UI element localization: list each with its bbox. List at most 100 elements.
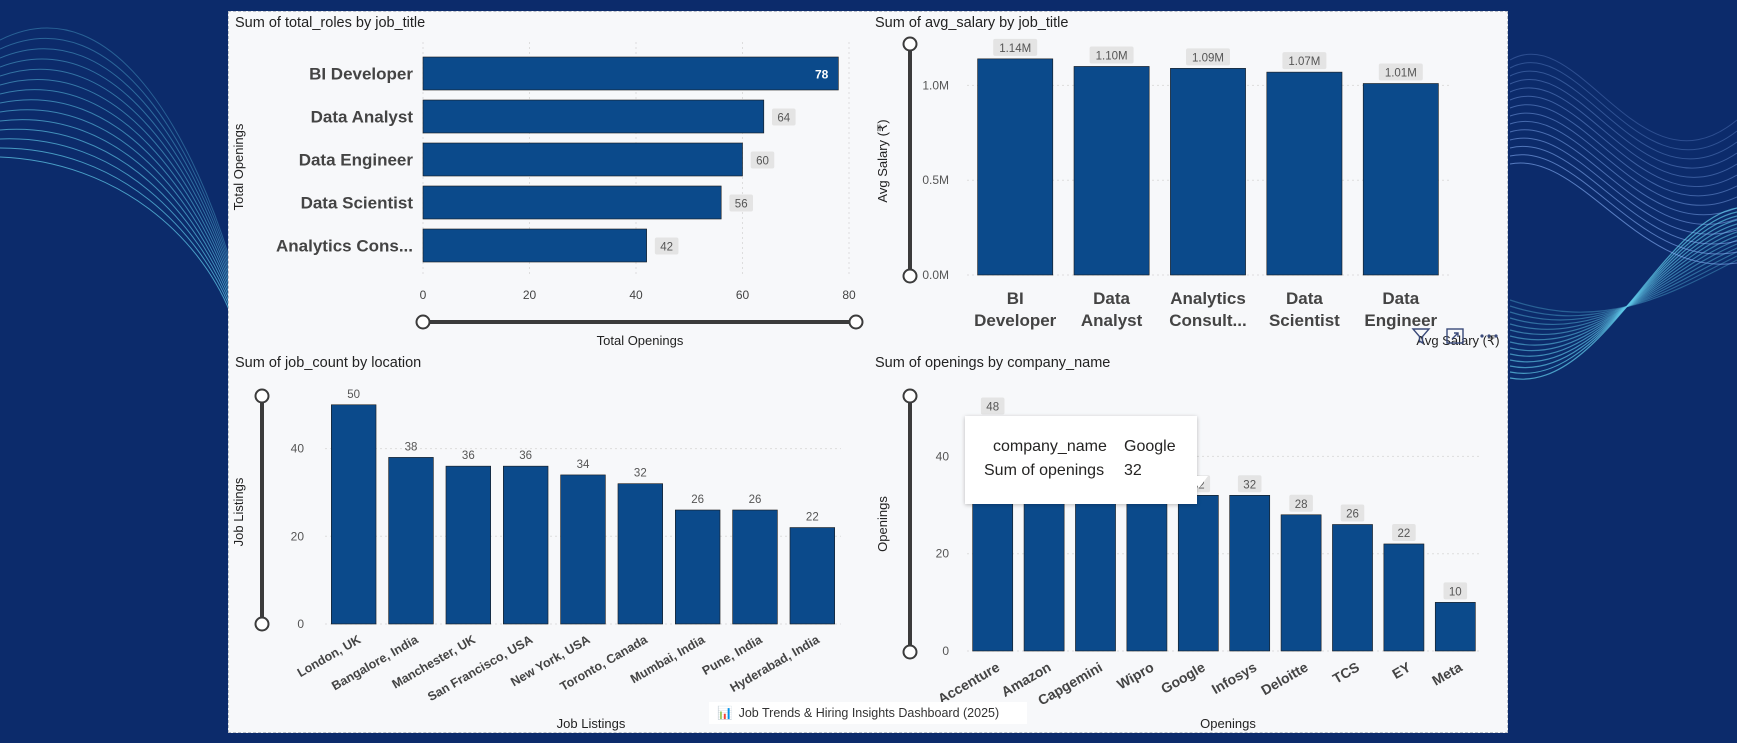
y-axis-title: Total Openings bbox=[231, 123, 246, 210]
x-category-label: Developer bbox=[974, 311, 1057, 330]
x-tick-label: 80 bbox=[842, 288, 856, 302]
roles-by-job-title-visual[interactable]: Sum of total_roles by job_title 0 20 40 60 8… bbox=[229, 12, 869, 348]
zoom-slider-handle bbox=[902, 388, 918, 404]
y-tick-label: 0 bbox=[942, 644, 949, 658]
wave-line-right-upper bbox=[1509, 129, 1737, 226]
data-label: 36 bbox=[519, 450, 532, 462]
data-label-box bbox=[1340, 504, 1365, 522]
tooltip-label-1: company_name bbox=[993, 438, 1107, 455]
salary-column-chart: 0.0M 0.5M 1.0M 1.14M BI Developer 1.10M Data Ana… bbox=[875, 36, 1500, 348]
wave-line-right bbox=[1509, 207, 1737, 380]
wave-line-right-upper bbox=[1509, 162, 1737, 265]
bar bbox=[1177, 495, 1219, 652]
data-label-box bbox=[1378, 63, 1423, 81]
wave-line-right-upper bbox=[1509, 104, 1737, 197]
bar bbox=[445, 465, 491, 625]
data-label: 38 bbox=[405, 441, 418, 453]
x-category-label: Analytics bbox=[1170, 289, 1246, 308]
data-label-box bbox=[772, 108, 796, 126]
y-tick-label: 1.0M bbox=[922, 78, 949, 92]
x-axis-title: Openings bbox=[1200, 716, 1256, 731]
data-label: 78 bbox=[815, 68, 829, 82]
job-count-by-location-visual[interactable]: Sum of job_count by location 0 20 40 50 Lond… bbox=[229, 352, 869, 734]
y-axis-title: Openings bbox=[875, 496, 890, 552]
bar bbox=[1332, 524, 1373, 652]
wave-line-right-upper bbox=[1509, 62, 1737, 151]
x-tick-label: 60 bbox=[736, 288, 750, 302]
wave-line-left bbox=[0, 79, 231, 281]
data-label-box bbox=[750, 151, 775, 169]
wave-line-right-upper bbox=[1509, 121, 1737, 216]
wave-line-left bbox=[0, 109, 231, 293]
data-label: 22 bbox=[1398, 528, 1411, 540]
data-label: 50 bbox=[347, 389, 360, 401]
y-tick-label: 20 bbox=[291, 529, 305, 543]
x-tick-label: 20 bbox=[523, 288, 537, 302]
filter-icon[interactable] bbox=[1410, 326, 1432, 346]
zoom-slider-handle bbox=[848, 314, 864, 330]
data-label: 26 bbox=[1346, 509, 1359, 521]
tooltip-label-2: Sum of openings bbox=[984, 462, 1105, 479]
data-label: 10 bbox=[1449, 586, 1462, 598]
data-label: 1.14M bbox=[999, 43, 1031, 55]
data-label-box bbox=[1392, 523, 1416, 541]
data-label: 34 bbox=[577, 459, 590, 471]
x-category-label: Analyst bbox=[1081, 311, 1143, 330]
x-category-label: Data bbox=[1286, 289, 1323, 308]
data-label-box bbox=[654, 237, 679, 255]
wave-line-right-upper bbox=[1509, 154, 1737, 255]
data-label: 36 bbox=[462, 450, 475, 462]
data-label-box bbox=[1282, 52, 1327, 70]
bar bbox=[675, 509, 721, 625]
y-tick-label: 0.5M bbox=[922, 173, 949, 187]
bar bbox=[617, 483, 663, 625]
bar bbox=[503, 465, 549, 625]
data-label: 60 bbox=[756, 156, 769, 168]
data-label-box bbox=[1089, 46, 1134, 64]
x-category-label: BI bbox=[1007, 289, 1024, 308]
bar-chart-emoji-icon: 📊 bbox=[717, 705, 733, 720]
data-label: 56 bbox=[735, 199, 748, 211]
focus-mode-icon[interactable] bbox=[1444, 326, 1466, 346]
wave-line-left bbox=[0, 89, 231, 285]
wave-line-left bbox=[0, 128, 231, 301]
y-category-label: Analytics Cons... bbox=[276, 237, 413, 256]
wave-line-right-upper bbox=[1509, 145, 1737, 245]
x-category-label: EY bbox=[1389, 658, 1414, 682]
wave-line-right-upper bbox=[1509, 87, 1737, 178]
wave-line-left bbox=[0, 58, 231, 273]
dashboard-footer: 📊 Job Trends & Hiring Insights Dashboard… bbox=[709, 702, 1027, 724]
bar bbox=[388, 457, 434, 625]
roles-bar-chart: 0 20 40 60 80 BI Developer 78 Data Analyst 64 Dat… bbox=[231, 42, 864, 348]
bar bbox=[422, 228, 647, 263]
y-tick-label: 0.0M bbox=[922, 268, 949, 282]
x-category-label: Infosys bbox=[1209, 659, 1260, 697]
wave-line-right-upper bbox=[1509, 78, 1737, 169]
openings-by-company-visual[interactable]: Sum of openings by company_name 0 20 40 48 A… bbox=[869, 352, 1509, 734]
x-category-label: San Francisco, USA bbox=[425, 632, 535, 704]
x-tick-label: 0 bbox=[420, 288, 427, 302]
data-label: 28 bbox=[1295, 499, 1308, 511]
x-axis-title: Total Openings bbox=[597, 333, 684, 348]
zoom-slider-handle bbox=[902, 36, 918, 52]
bar bbox=[422, 99, 765, 134]
bar bbox=[422, 56, 839, 91]
data-label: 48 bbox=[986, 401, 999, 413]
data-label: 32 bbox=[634, 468, 647, 480]
data-label: 1.07M bbox=[1288, 56, 1320, 68]
wave-line-left bbox=[0, 156, 231, 313]
more-options-icon[interactable] bbox=[1478, 326, 1500, 346]
x-category-label: Meta bbox=[1429, 659, 1465, 689]
x-axis-title: Job Listings bbox=[557, 716, 626, 731]
data-label: 26 bbox=[749, 494, 762, 506]
wave-line-left bbox=[0, 27, 231, 261]
x-category-label: Wipro bbox=[1114, 659, 1156, 693]
bar bbox=[422, 142, 743, 177]
x-category-label: Engineer bbox=[1364, 311, 1437, 330]
wave-line-left bbox=[0, 37, 231, 265]
salary-by-job-title-visual[interactable]: Sum of avg_salary by job_title 0.0M 0.5M 1… bbox=[869, 12, 1509, 352]
data-label-box bbox=[993, 38, 1038, 56]
bar bbox=[1362, 83, 1439, 276]
